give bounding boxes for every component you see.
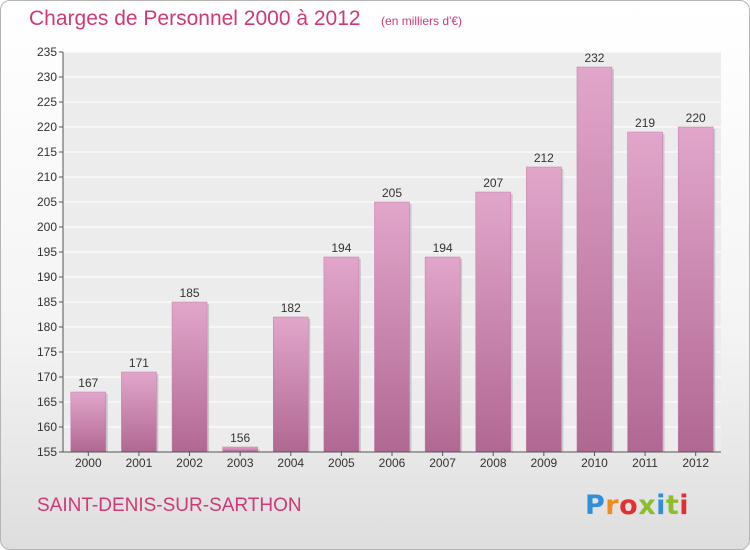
bar bbox=[171, 301, 208, 453]
x-tick-label: 2003 bbox=[227, 456, 254, 470]
logo-letter: r bbox=[605, 490, 620, 521]
bar-value-label: 207 bbox=[483, 176, 503, 190]
logo-letter: o bbox=[619, 490, 639, 521]
x-tick-label: 2007 bbox=[429, 456, 456, 470]
bar bbox=[475, 191, 511, 453]
logo-letter: x bbox=[638, 490, 657, 521]
y-tick-label: 190 bbox=[37, 270, 57, 284]
x-tick-label: 2012 bbox=[682, 456, 709, 470]
bar-value-label: 212 bbox=[534, 151, 554, 165]
x-tick-label: 2008 bbox=[480, 456, 507, 470]
bar bbox=[273, 316, 309, 453]
y-tick-label: 215 bbox=[37, 145, 57, 159]
bar bbox=[70, 391, 107, 453]
x-tick-label: 2011 bbox=[632, 456, 658, 470]
chart-subtitle: (en milliers d'€) bbox=[381, 14, 463, 28]
x-tick-label: 2006 bbox=[379, 456, 406, 470]
y-tick-label: 230 bbox=[37, 70, 57, 84]
bar bbox=[576, 66, 613, 453]
bar-value-label: 220 bbox=[686, 111, 706, 125]
chart-title: Charges de Personnel 2000 à 2012 bbox=[29, 7, 361, 30]
bar bbox=[424, 256, 461, 453]
logo-letter: i bbox=[679, 490, 690, 521]
bar bbox=[222, 446, 258, 453]
bar-value-label: 232 bbox=[584, 51, 604, 65]
proxiti-logo: Proxiti bbox=[585, 490, 689, 521]
bar bbox=[374, 201, 410, 453]
bar bbox=[627, 131, 663, 453]
y-tick-label: 200 bbox=[37, 220, 57, 234]
x-tick-label: 2010 bbox=[581, 456, 608, 470]
y-tick-label: 180 bbox=[37, 320, 57, 334]
y-tick-label: 195 bbox=[37, 245, 57, 259]
x-tick-label: 2000 bbox=[75, 456, 102, 470]
bar bbox=[323, 256, 360, 453]
bar-value-label: 205 bbox=[382, 186, 402, 200]
y-tick-label: 225 bbox=[37, 95, 57, 109]
bar-value-label: 194 bbox=[433, 241, 453, 255]
logo-letter: P bbox=[585, 490, 606, 521]
y-tick-label: 170 bbox=[37, 370, 57, 384]
x-tick-label: 2002 bbox=[176, 456, 203, 470]
y-tick-label: 175 bbox=[37, 345, 57, 359]
y-tick-label: 205 bbox=[37, 195, 57, 209]
x-tick-label: 2004 bbox=[277, 456, 304, 470]
chart-title-block: Charges de Personnel 2000 à 2012 (en mil… bbox=[29, 7, 462, 31]
x-tick-label: 2001 bbox=[126, 456, 153, 470]
x-tick-label: 2005 bbox=[328, 456, 355, 470]
y-tick-label: 220 bbox=[37, 120, 57, 134]
bar-value-label: 167 bbox=[78, 376, 98, 390]
bar bbox=[121, 371, 157, 453]
x-tick-label: 2009 bbox=[530, 456, 557, 470]
bar bbox=[526, 166, 562, 453]
bar-value-label: 194 bbox=[331, 241, 351, 255]
y-tick-label: 210 bbox=[37, 170, 57, 184]
bar-value-label: 219 bbox=[635, 116, 655, 130]
commune-name: SAINT-DENIS-SUR-SARTHON bbox=[37, 495, 302, 516]
y-tick-label: 160 bbox=[37, 420, 57, 434]
bar-value-label: 182 bbox=[281, 301, 301, 315]
bar-value-label: 171 bbox=[129, 356, 149, 370]
y-tick-label: 185 bbox=[37, 295, 57, 309]
bar-value-label: 185 bbox=[180, 286, 200, 300]
logo-letter: i bbox=[656, 490, 666, 521]
logo-letter: t bbox=[665, 490, 680, 521]
y-tick-label: 235 bbox=[37, 45, 57, 59]
bar-value-label: 156 bbox=[230, 431, 250, 445]
bar bbox=[677, 126, 714, 453]
y-tick-label: 155 bbox=[37, 445, 57, 459]
y-tick-label: 165 bbox=[37, 395, 57, 409]
